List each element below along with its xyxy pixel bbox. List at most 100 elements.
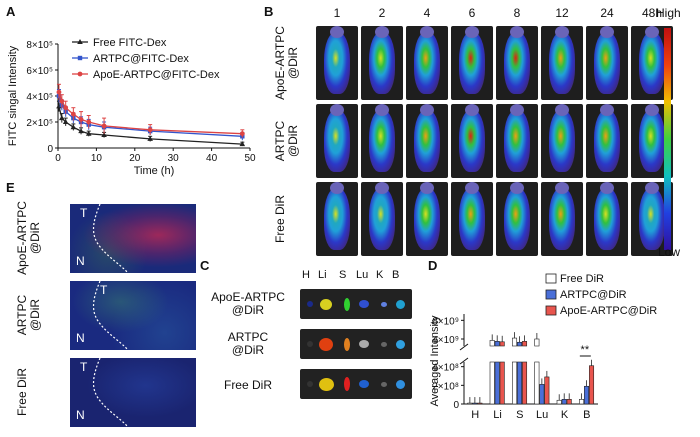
organ-signal — [359, 300, 369, 308]
mouse-signal — [549, 110, 575, 172]
legend-label: ARTPC@FITC-Dex — [93, 53, 189, 65]
organ-column-label: S — [339, 269, 347, 281]
legend-swatch — [545, 305, 557, 316]
tissue-boundary — [92, 358, 129, 427]
imaging-tile — [406, 104, 448, 178]
mouse-signal — [414, 32, 440, 94]
mouse-signal — [549, 32, 575, 94]
organ-row-label-line: @DiR — [231, 343, 265, 357]
tissue-boundary — [92, 281, 129, 350]
mouse-head — [330, 182, 344, 194]
y-tick-label: 8×10⁵ — [26, 40, 53, 51]
mouse-signal — [549, 188, 575, 250]
mouse-signal — [324, 188, 350, 250]
mouse-signal — [504, 32, 530, 94]
imaging-tile — [541, 182, 583, 256]
bar — [489, 340, 495, 347]
data-point — [101, 123, 107, 129]
row-label: ApoE-ARTPC @DiR — [273, 26, 302, 100]
mouse-head — [330, 26, 344, 38]
legend-label: ApoE-ARTPC@DiR — [560, 305, 657, 317]
organ-row-label-line: @DiR — [231, 303, 265, 317]
mouse-head — [375, 26, 389, 38]
mouse-head — [600, 182, 614, 194]
mouse-signal — [594, 110, 620, 172]
organ-signal — [381, 301, 387, 307]
organ-column-label: H — [302, 269, 310, 281]
timepoint-label: 6 — [468, 6, 476, 20]
organ-signal — [359, 380, 369, 388]
bar — [472, 402, 478, 405]
mouse-signal — [504, 110, 530, 172]
organ-column-label: B — [392, 269, 400, 281]
timepoint-label: 4 — [423, 6, 431, 20]
organ-column-label: Lu — [356, 269, 369, 281]
y-tick-label: 0 — [453, 400, 459, 411]
mouse-signal — [594, 32, 620, 94]
bar — [589, 365, 595, 405]
imaging-tile — [316, 182, 358, 256]
panel-label-b: B — [264, 4, 274, 19]
bar — [477, 402, 483, 405]
mouse-head — [465, 104, 479, 116]
x-tick-label: 0 — [55, 153, 61, 164]
data-point — [147, 135, 153, 141]
mouse-head — [420, 26, 434, 38]
timepoint-label: 1 — [333, 6, 341, 20]
tissue-row-label: ApoE-ARTPC @DiR — [15, 201, 44, 275]
bar — [566, 399, 572, 405]
organ-signal — [307, 301, 313, 307]
data-point — [63, 105, 69, 111]
imaging-tile — [361, 26, 403, 100]
legend-marker — [77, 39, 83, 44]
tumor-label: T — [100, 283, 108, 297]
imaging-tile — [316, 104, 358, 178]
imaging-tile — [541, 26, 583, 100]
normal-label: N — [76, 408, 85, 422]
mouse-signal — [504, 188, 530, 250]
mouse-head — [510, 182, 524, 194]
organ-signal — [344, 337, 350, 351]
mouse-head — [465, 26, 479, 38]
panel-label-e: E — [6, 180, 15, 195]
imaging-tile — [361, 182, 403, 256]
y-tick-label: 4×10⁸ — [432, 363, 459, 374]
data-point — [78, 117, 84, 122]
axis-break — [459, 343, 469, 351]
normal-label: N — [76, 331, 85, 345]
legend-label: ApoE-ARTPC@FITC-Dex — [93, 69, 220, 81]
data-point — [59, 98, 65, 104]
data-point — [70, 111, 76, 117]
bar — [512, 337, 518, 347]
mouse-head — [465, 182, 479, 194]
bar — [539, 384, 545, 405]
imaging-tile — [586, 104, 628, 178]
mouse-head — [330, 104, 344, 116]
panel-c-organs: H Li S Lu K B ApoE-ARTPC @DiR ARTPC @DiR Free DiR — [200, 265, 430, 425]
legend-label: Free DiR — [560, 273, 604, 285]
imaging-tile — [361, 104, 403, 178]
mouse-head — [375, 182, 389, 194]
scale-high-label: High — [656, 6, 681, 20]
organ-signal — [320, 298, 332, 310]
timepoint-label: 48h — [641, 6, 663, 20]
bar — [544, 376, 550, 405]
boundary-line — [92, 281, 129, 350]
y-tick-label: 4×10⁵ — [26, 92, 53, 103]
organ-signal — [395, 299, 405, 309]
data-point — [239, 141, 246, 147]
organ-signal — [318, 377, 334, 391]
y-axis-label: Averaged Intensity — [429, 315, 441, 406]
x-tick-label: Lu — [536, 409, 548, 421]
mouse-head — [645, 104, 659, 116]
data-point — [70, 124, 77, 130]
x-tick-label: K — [561, 409, 569, 421]
legend-swatch — [545, 273, 557, 284]
boundary-line — [92, 358, 129, 427]
x-tick-label: 50 — [244, 153, 256, 164]
bar — [534, 338, 540, 347]
bar — [489, 361, 495, 405]
